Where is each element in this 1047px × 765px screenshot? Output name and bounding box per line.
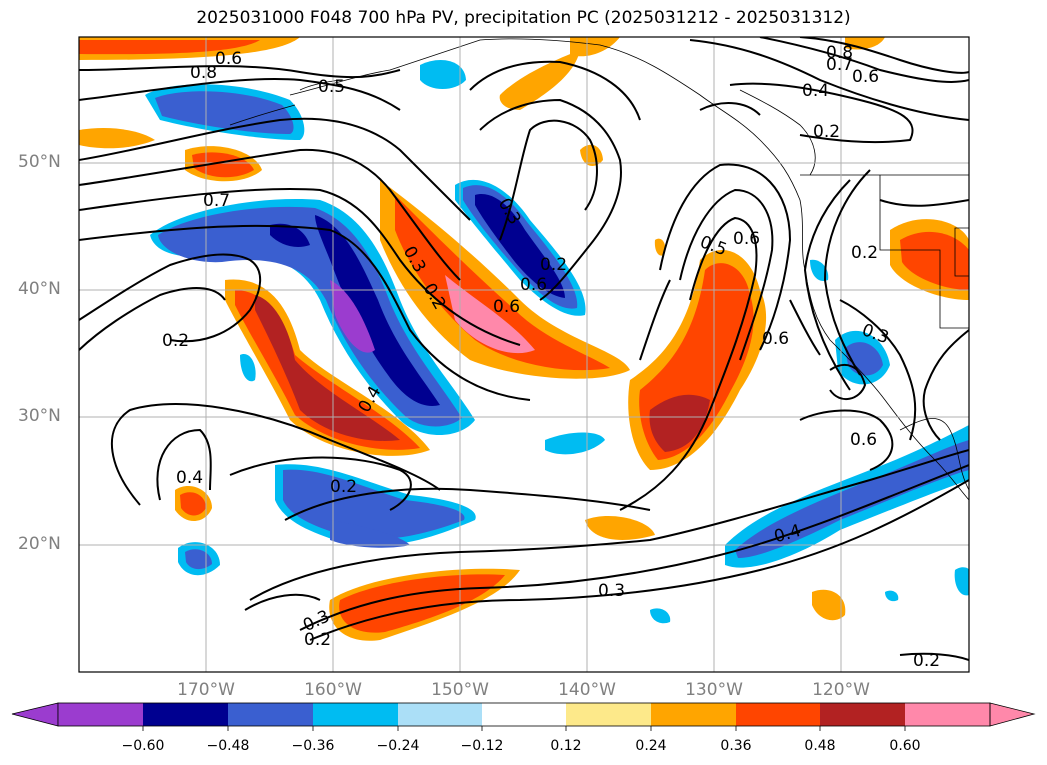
colorbar-min-extend <box>11 702 59 727</box>
lon-label: 120°W <box>812 680 870 700</box>
lat-label: 50°N <box>18 152 61 172</box>
colorbar-tick-label: 0.12 <box>550 738 582 754</box>
contour-label: 0.4 <box>802 81 829 101</box>
contour-label: 0.7 <box>826 55 853 75</box>
colorbar-swatch <box>398 703 482 726</box>
contour-label: 0.5 <box>318 77 345 97</box>
contour-label: 0.6 <box>215 49 242 69</box>
contour-label: 0.6 <box>733 229 760 249</box>
colorbar-tick-label: −0.60 <box>121 738 165 754</box>
colorbar <box>11 702 1036 731</box>
map-area: 0.6 0.8 0.5 0.7 0.2 0.4 0.3 0.2 0.6 0.6 … <box>79 37 969 672</box>
contour-label: 0.3 <box>598 581 625 601</box>
contour-label: 0.2 <box>304 630 331 650</box>
contour-label: 0.2 <box>540 255 567 275</box>
lon-label: 140°W <box>558 680 616 700</box>
colorbar-tick-label: 0.36 <box>720 738 752 754</box>
colorbar-swatch <box>143 703 228 726</box>
contour-label: 0.6 <box>520 275 547 295</box>
contour-label: 0.2 <box>813 122 840 142</box>
colorbar-swatch <box>651 703 736 726</box>
contour-label: 0.6 <box>762 329 789 349</box>
lat-label: 30°N <box>18 406 61 426</box>
lat-label: 20°N <box>18 534 61 554</box>
coastlines <box>229 38 969 501</box>
positive-shading <box>79 37 969 641</box>
colorbar-tick-label: −0.48 <box>206 738 250 754</box>
colorbar-swatch <box>905 703 990 726</box>
contour-label: 0.2 <box>162 331 189 351</box>
colorbar-swatch <box>820 703 905 726</box>
lon-label: 170°W <box>177 680 235 700</box>
colorbar-tick-label: 0.60 <box>889 738 921 754</box>
map-frame <box>78 36 970 673</box>
colorbar-swatch <box>58 703 143 726</box>
colorbar-swatch <box>228 703 313 726</box>
contour-label: 0.6 <box>850 430 877 450</box>
contour-label: 0.8 <box>826 43 853 63</box>
contour-label: 0.4 <box>176 468 203 488</box>
colorbar-swatch <box>313 703 398 726</box>
lon-label: 150°W <box>431 680 489 700</box>
contour-label: 0.8 <box>190 63 217 83</box>
lat-label: 40°N <box>18 279 61 299</box>
contour-label: 0.7 <box>203 191 230 211</box>
colorbar-tick-label: −0.24 <box>376 738 420 754</box>
colorbar-tick-label: 0.48 <box>804 738 836 754</box>
colorbar-tick-label: −0.12 <box>460 738 504 754</box>
lon-label: 160°W <box>304 680 362 700</box>
colorbar-swatch <box>566 703 651 726</box>
contour-label: 0.6 <box>852 67 879 87</box>
colorbar-max-extend <box>989 702 1036 727</box>
colorbar-tick-label: −0.36 <box>291 738 335 754</box>
negative-shading <box>145 60 969 624</box>
colorbar-swatch <box>482 703 566 726</box>
contour-label: 0.2 <box>851 243 878 263</box>
colorbar-swatch <box>736 703 820 726</box>
map-title: 2025031000 F048 700 hPa PV, precipitatio… <box>196 8 851 28</box>
contour-label: 0.2 <box>913 651 940 671</box>
lon-label: 130°W <box>685 680 743 700</box>
graticule <box>79 37 969 672</box>
contour-label: 0.6 <box>493 297 520 317</box>
pv-contours <box>79 37 969 661</box>
colorbar-tick-label: 0.24 <box>635 738 667 754</box>
contour-label: 0.2 <box>330 477 357 497</box>
